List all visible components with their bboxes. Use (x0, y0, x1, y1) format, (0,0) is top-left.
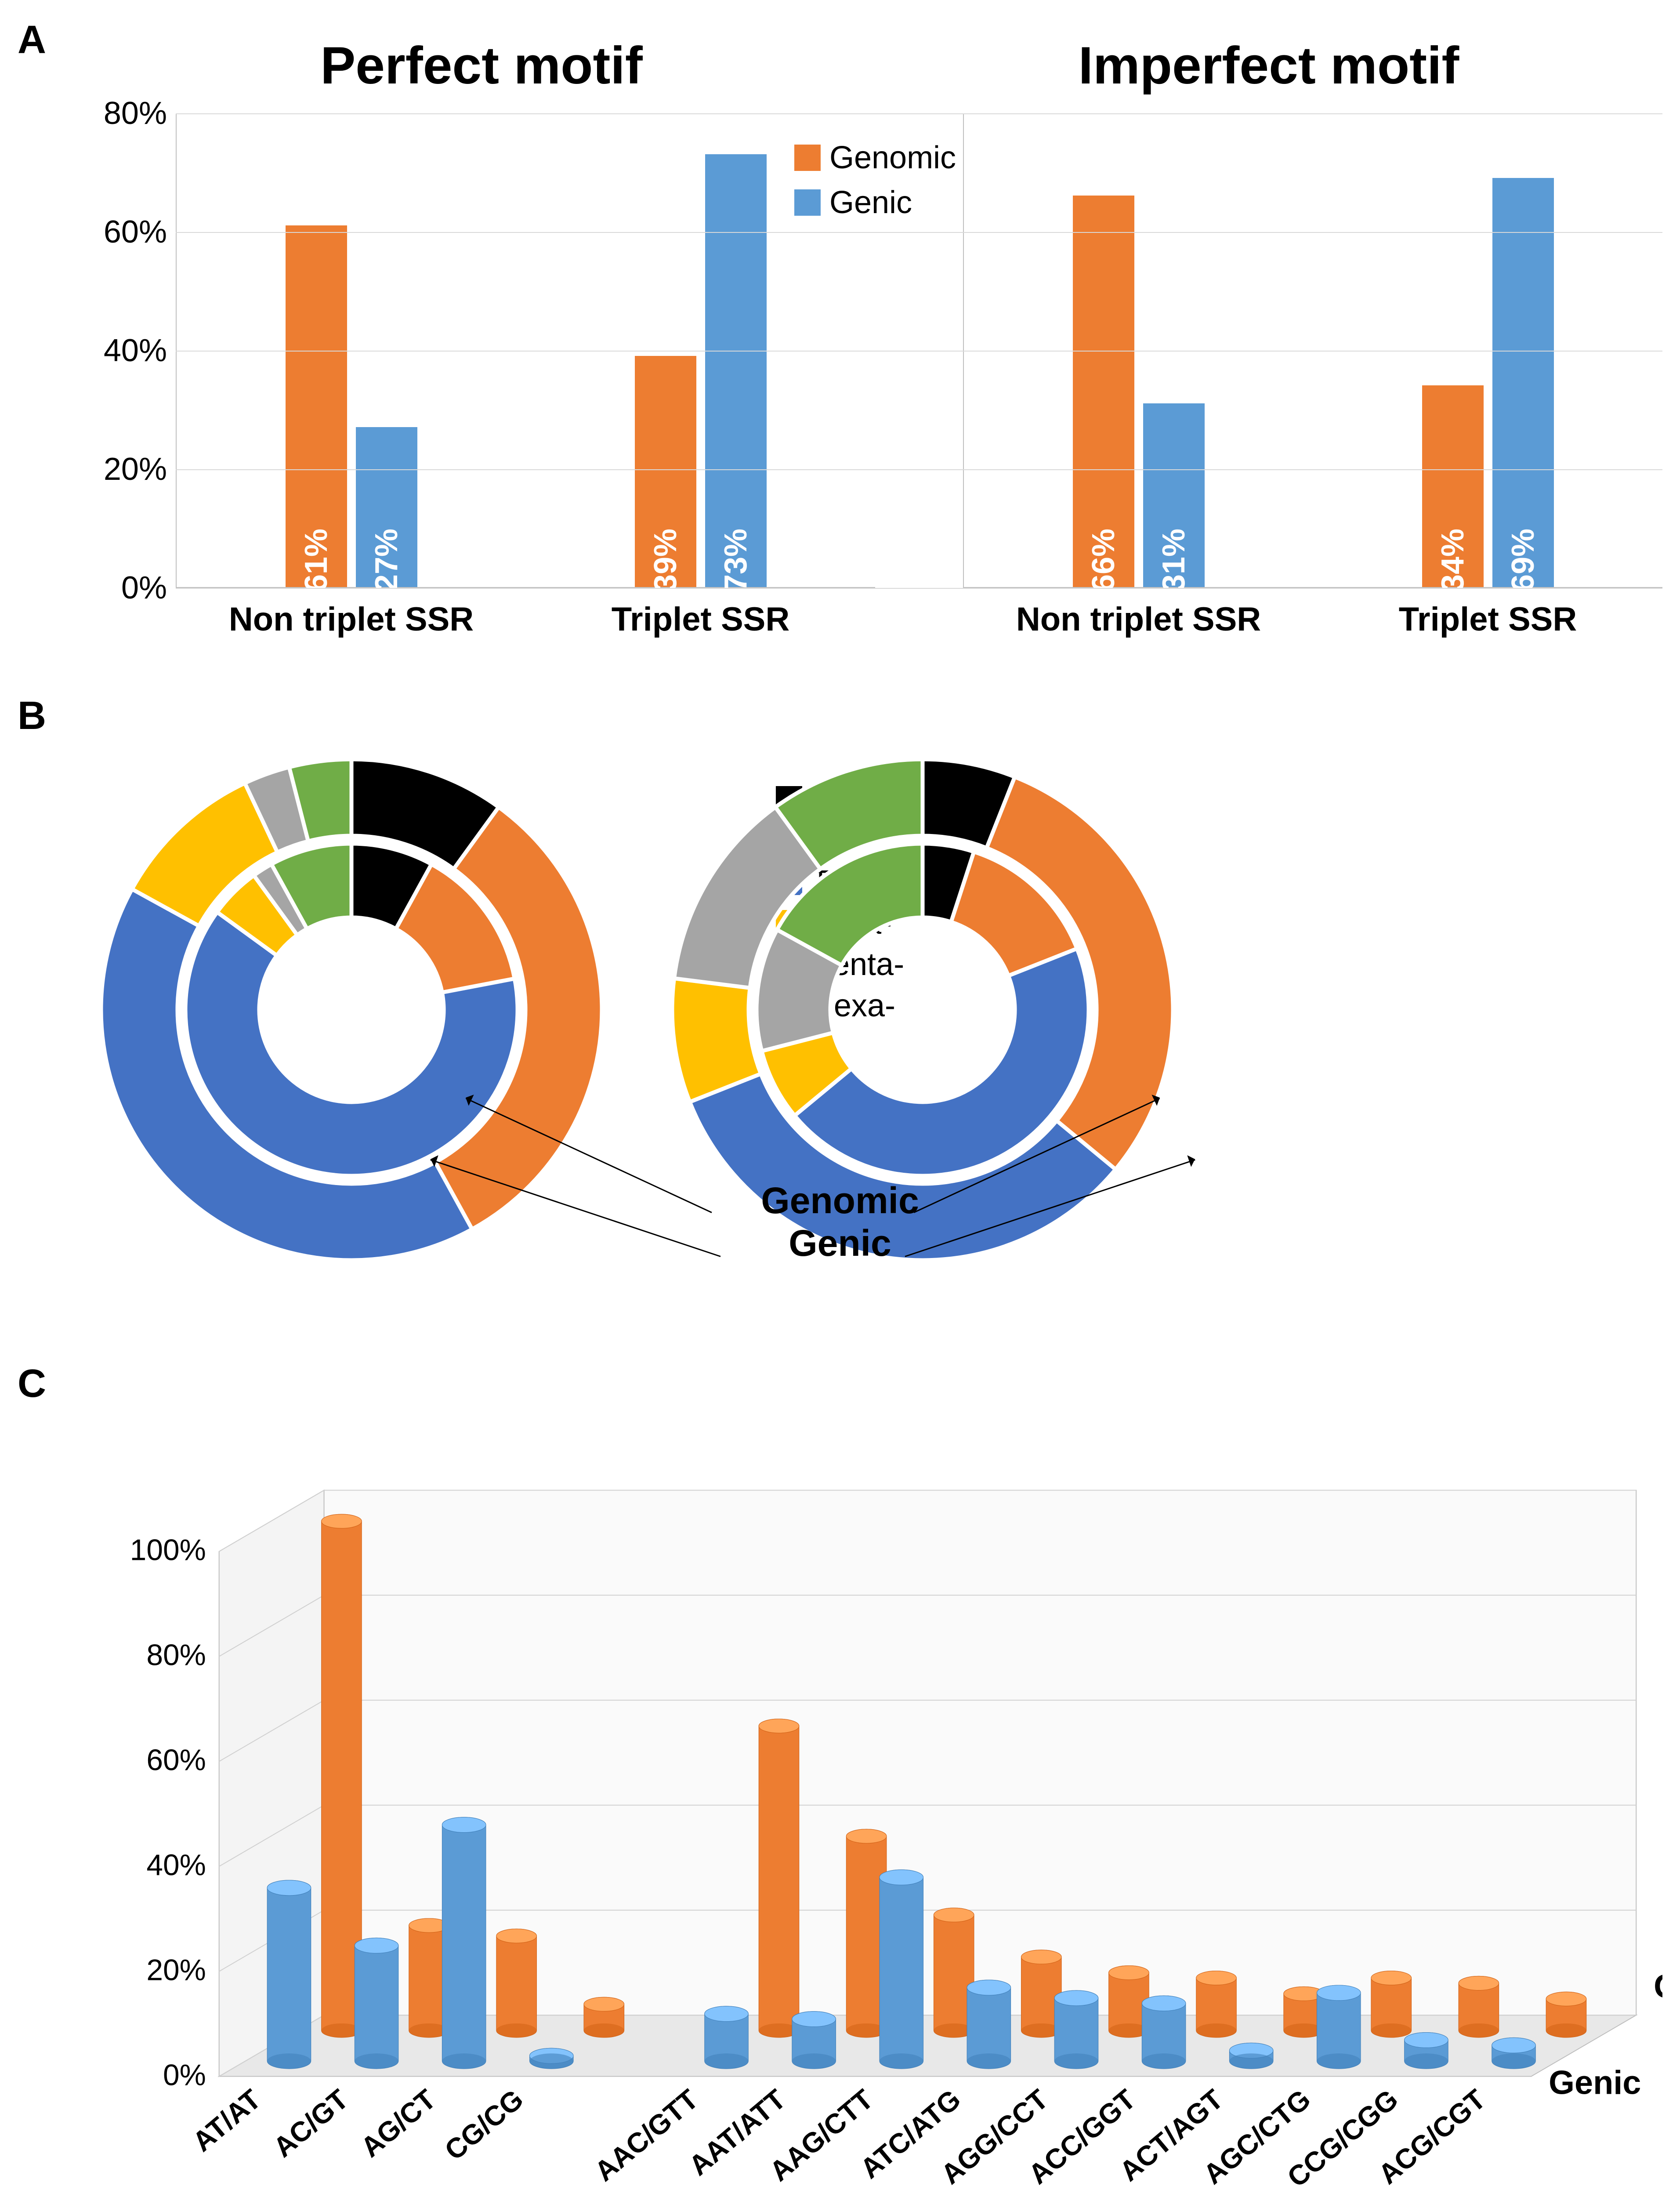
x-label: Non triplet SSR (1016, 600, 1261, 638)
bar-cylinder (759, 1719, 799, 2037)
y-tick: 0% (163, 2059, 206, 2092)
gridline (176, 351, 1662, 352)
y-tick: 40% (146, 1849, 206, 1882)
bar-cylinder (792, 2012, 836, 2069)
legend-label: Genic (829, 185, 912, 221)
bar: 61% (286, 225, 347, 587)
y-tick: 40% (104, 333, 167, 369)
bar-value-label: 66% (1086, 529, 1122, 592)
legend-swatch (794, 145, 821, 171)
x-label: AG/CT (355, 2083, 442, 2164)
x-label: Triplet SSR (612, 600, 789, 638)
bar-group: 61%27%Non triplet SSR (177, 113, 526, 587)
bar: 31% (1143, 403, 1205, 587)
bar-value-label: 31% (1156, 529, 1192, 592)
bar-cylinder (1371, 1971, 1412, 2037)
bar-cylinder (267, 1880, 311, 2069)
bar: 69% (1492, 178, 1554, 587)
bar-cylinder (530, 2048, 574, 2069)
panel-c-content: 0% 20% 40% 60% 80% 100% AT/ATAC/GTAG/CTCG/CG AA… (18, 1361, 1662, 2197)
bar-value-label: 34% (1435, 529, 1471, 592)
y-tick: 80% (146, 1639, 206, 1672)
y-tick: 60% (104, 214, 167, 250)
x-label: Non triplet SSR (229, 600, 474, 638)
y-tick: 100% (130, 1534, 206, 1567)
panel-a-content: Perfect motif Imperfect motif 0% 20% 40% 60… (18, 18, 1662, 641)
x-label: AC/GT (267, 2083, 354, 2164)
bar: 39% (635, 356, 696, 587)
gridline (176, 588, 1662, 589)
bar-cylinder (1054, 1990, 1098, 2069)
legend-swatch (794, 189, 821, 216)
panel-c-chart: 0% 20% 40% 60% 80% 100% AT/ATAC/GTAG/CTCG/CG AA… (88, 1379, 1662, 2197)
y-axis: 0%20%40%60%80% (88, 113, 176, 588)
bar-cylinder (355, 1938, 398, 2069)
bar-cylinder (1405, 2032, 1448, 2069)
ring-label-genomic: Genomic (761, 1179, 919, 1222)
title-imperfect: Imperfect motif (875, 35, 1662, 96)
bar-value-label: 39% (648, 529, 684, 592)
panel-b: B Mono-Di-Tri-Tetra-Penta-Hexa- Genomic … (18, 693, 1662, 1309)
bar-value-label: 27% (369, 529, 405, 592)
legend-row: Genic (794, 185, 956, 221)
bar-cylinder (442, 1817, 486, 2069)
y-tick: 0% (121, 570, 167, 606)
bar-value-label: 73% (718, 529, 754, 592)
panel-a-chart: 0%20%40%60%80% 61%27%Non triplet SSR39%7… (88, 113, 1662, 641)
bar-cylinder (1229, 2043, 1273, 2069)
legend: Genomic Genic (794, 140, 956, 221)
bar-value-label: 61% (298, 529, 334, 592)
panel-a: A Perfect motif Imperfect motif 0% 20% 40%… (18, 18, 1662, 641)
bar-value-label: 69% (1505, 529, 1541, 592)
x-label: CG/CG (438, 2083, 529, 2166)
bar: 27% (356, 427, 417, 587)
panel-b-content: Mono-Di-Tri-Tetra-Penta-Hexa- Genomic Ge… (18, 693, 1662, 1309)
bar: 34% (1422, 385, 1484, 587)
bar-cylinder (1196, 1971, 1237, 2037)
bar-cylinder (1142, 1996, 1186, 2069)
gridline (176, 232, 1662, 233)
series-label-genomic: Genomic (1654, 1968, 1662, 2005)
bar-cylinder (1459, 1976, 1499, 2037)
gridline (176, 113, 1662, 114)
x-label: Triplet SSR (1399, 600, 1577, 638)
bar-cylinder (496, 1929, 537, 2037)
x-label: AAC/GTT (589, 2083, 704, 2187)
legend-row: Genomic (794, 140, 956, 176)
ring-label-genic: Genic (761, 1222, 919, 1265)
bar-group: 66%31%Non triplet SSR (964, 113, 1313, 587)
bar-cylinder (705, 2006, 749, 2069)
legend-label: Genomic (829, 140, 956, 176)
gridline (176, 469, 1662, 470)
bar-cylinder (967, 1980, 1011, 2069)
panel-c: C 0%20%40%60%80%100%AT/ATAC/GTAG/CTCG/CG… (18, 1361, 1662, 2197)
y-tick: 20% (146, 1954, 206, 1987)
x-label: AT/AT (187, 2083, 267, 2158)
bar-cylinder (584, 1997, 624, 2037)
ring-labels: Genomic Genic (761, 1179, 919, 1265)
y-tick: 60% (146, 1744, 206, 1777)
y-tick: 20% (104, 451, 167, 487)
bar-cylinder (1546, 1992, 1586, 2037)
bar: 73% (705, 154, 767, 587)
donut-right (659, 746, 1186, 1273)
bar-cylinder (1492, 2037, 1536, 2069)
donut-svg (659, 746, 1186, 1273)
figure-root: A Perfect motif Imperfect motif 0% 20% 40%… (18, 18, 1662, 2197)
bar-cylinder (1317, 1985, 1361, 2069)
bar-group: 34%69%Triplet SSR (1313, 113, 1662, 587)
panel-a-label: A (18, 18, 46, 63)
title-perfect: Perfect motif (88, 35, 875, 96)
arrow-head (1187, 1151, 1202, 1167)
y-tick: 80% (104, 95, 167, 131)
bar: 66% (1073, 196, 1134, 587)
panel-a-titles: Perfect motif Imperfect motif (88, 35, 1662, 96)
bar-cylinder (880, 1870, 923, 2069)
series-label-genic: Genic (1549, 2064, 1641, 2101)
